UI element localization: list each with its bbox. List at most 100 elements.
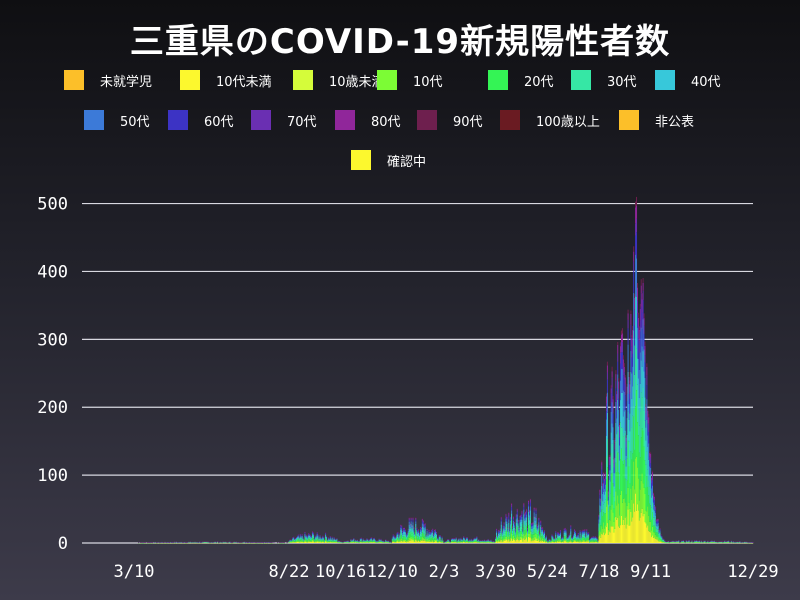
bar-segment-20代 (446, 541, 448, 543)
bar-segment-50代 (571, 537, 573, 539)
bar-segment-40代 (522, 532, 524, 535)
bar-segment-20代 (355, 541, 357, 543)
legend-swatch (377, 70, 397, 90)
bar-segment-40代 (330, 539, 332, 541)
bar-segment-10代 (500, 536, 502, 540)
bar-segment-50代 (545, 536, 547, 538)
bar-segment-40代 (543, 533, 545, 536)
bar-segment-10代未満 (418, 541, 420, 543)
bar-segment-10代 (593, 541, 595, 543)
bar-segment-40代 (292, 538, 294, 540)
bar-segment-30代 (350, 540, 352, 542)
bar-segment-10代 (326, 541, 328, 543)
bar-segment-30代 (294, 540, 296, 542)
bar-segment-40代 (396, 535, 398, 537)
x-tick-label: 12/29 (727, 562, 778, 582)
bar-segment-60代 (424, 525, 426, 527)
bar-segment-30代 (441, 539, 443, 541)
bar-segment-40代 (453, 539, 455, 541)
bar-segment-10代 (610, 509, 612, 527)
bar-segment-30代 (435, 535, 437, 538)
bar-segment-20代 (571, 540, 573, 542)
bar-segment-30代 (539, 536, 541, 539)
bar-segment-70代 (402, 531, 404, 532)
bar-segment-30代 (373, 540, 375, 541)
bar-segment-40代 (441, 538, 443, 540)
bar-segment-40代 (424, 528, 426, 532)
bar-segment-20代 (581, 537, 583, 541)
bar-segment-20代 (562, 540, 564, 542)
bar-segment-50代 (506, 521, 508, 524)
bar-segment-40代 (561, 538, 563, 540)
bar-segment-50代 (298, 538, 300, 539)
bar-segment-10代 (369, 541, 371, 543)
bar-segment-50代 (366, 539, 368, 540)
bar-segment-10代 (474, 541, 476, 543)
bar-segment-10代未満 (319, 541, 321, 543)
bar-segment-10代未満 (528, 537, 530, 543)
bar-segment-20代 (548, 541, 550, 542)
bar-segment-10代未満 (402, 541, 404, 543)
bar-segment-40代 (416, 531, 418, 533)
bar-segment-60代 (524, 515, 526, 519)
bar-segment-50代 (497, 532, 499, 534)
bar-segment-10代 (366, 541, 368, 543)
bar-segment-30代 (521, 523, 523, 530)
bar-segment-10代 (583, 539, 585, 542)
y-tick-label: 200 (37, 398, 68, 418)
bar-segment-40代 (393, 537, 395, 540)
bar-segment-10代 (545, 540, 547, 542)
bar-segment-40代 (438, 536, 440, 539)
bar-segment-60代 (495, 537, 497, 539)
bar-segment-40代 (433, 536, 435, 538)
bar-segment-10代未満 (523, 538, 525, 543)
bar-segment-40代 (515, 522, 517, 527)
bar-segment-30代 (596, 539, 598, 541)
bar-segment-30代 (408, 528, 410, 533)
bar-segment-20代 (457, 541, 459, 543)
bar-segment-30代 (555, 536, 557, 538)
bar-segment-50代 (518, 530, 520, 533)
bar-segment-10代未満 (441, 542, 443, 543)
bar-segment-40代 (455, 538, 457, 540)
bar-segment-60代 (607, 497, 609, 501)
bar-segment-70代 (608, 459, 610, 466)
x-tick-label: 9/11 (630, 562, 671, 582)
bar-segment-20代 (424, 534, 426, 539)
bar-segment-40代 (414, 535, 416, 537)
bar-segment-80代 (497, 530, 499, 531)
bar-segment-20代 (510, 532, 512, 538)
bar-segment-20代 (516, 526, 518, 535)
bar-segment-60代 (419, 528, 421, 530)
bar-segment-10代未満 (598, 540, 600, 543)
legend-swatch (488, 70, 508, 90)
bar-segment-10代 (428, 539, 430, 542)
bar-segment-60代 (500, 519, 502, 522)
bar-segment-40代 (417, 533, 419, 537)
bar-segment-20代 (476, 540, 478, 542)
bar-segment-20代 (558, 538, 560, 541)
bar-segment-60代 (308, 534, 310, 535)
bar-segment-30代 (296, 538, 298, 540)
bar-segment-30代 (428, 535, 430, 538)
bar-segment-20代 (365, 541, 367, 543)
bar-segment-10代未満 (434, 541, 436, 543)
bar-segment-20代 (589, 541, 591, 543)
bar-segment-50代 (606, 392, 608, 413)
bar-segment-10代未満 (567, 542, 569, 543)
bar-segment-70代 (606, 372, 608, 380)
bar-segment-60代 (404, 529, 406, 531)
bar-segment-10代未満 (507, 541, 509, 543)
bar-segment-40代 (543, 534, 545, 537)
legend-label: 90代 (453, 115, 483, 130)
bar-segment-50代 (525, 517, 527, 521)
bar-segment-10代 (439, 541, 441, 542)
bar-segment-30代 (310, 538, 312, 541)
bar-segment-50代 (441, 537, 443, 539)
bar-segment-50代 (392, 535, 394, 537)
bar-segment-10代 (311, 541, 313, 543)
bar-segment-10代 (510, 537, 512, 541)
bar-segment-50代 (415, 521, 417, 524)
bar-segment-70代 (511, 505, 513, 508)
bar-segment-20代 (463, 540, 465, 542)
